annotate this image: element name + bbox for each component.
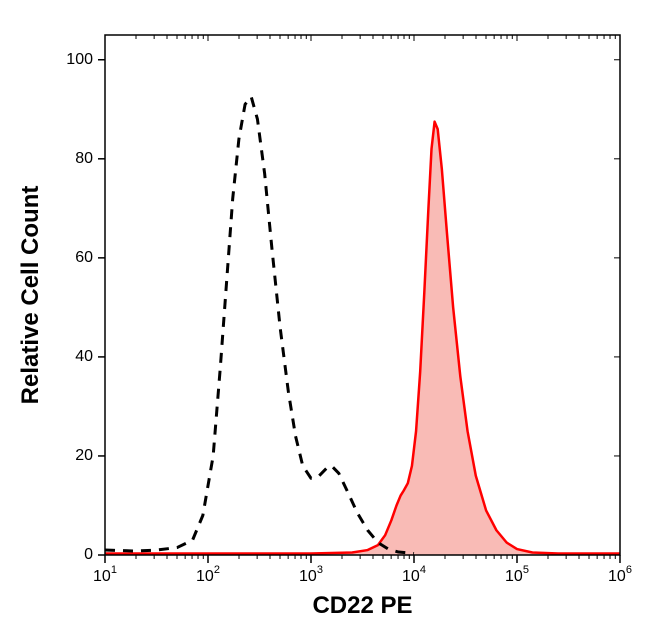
chart-svg: 0 20 40 60 80 100 101 102 103 104 105 106 Relative C… — [0, 0, 646, 641]
y-axis-label: Relative Cell Count — [17, 186, 44, 405]
x-tick-label: 106 — [608, 564, 632, 585]
x-tick-label: 102 — [196, 564, 220, 585]
flow-cytometry-histogram: 0 20 40 60 80 100 101 102 103 104 105 106 Relative C… — [0, 0, 646, 641]
x-tick-label: 103 — [299, 564, 323, 585]
y-tick-label: 80 — [75, 150, 93, 167]
y-tick-label: 20 — [75, 447, 93, 464]
y-tick-label: 100 — [66, 51, 93, 68]
x-axis-label: CD22 PE — [312, 592, 412, 619]
y-tick-label: 0 — [84, 546, 93, 563]
y-tick-label: 40 — [75, 348, 93, 365]
y-tick-label: 60 — [75, 249, 93, 266]
x-tick-label: 105 — [505, 564, 529, 585]
x-tick-label: 101 — [93, 564, 117, 585]
x-tick-label: 104 — [402, 564, 426, 585]
